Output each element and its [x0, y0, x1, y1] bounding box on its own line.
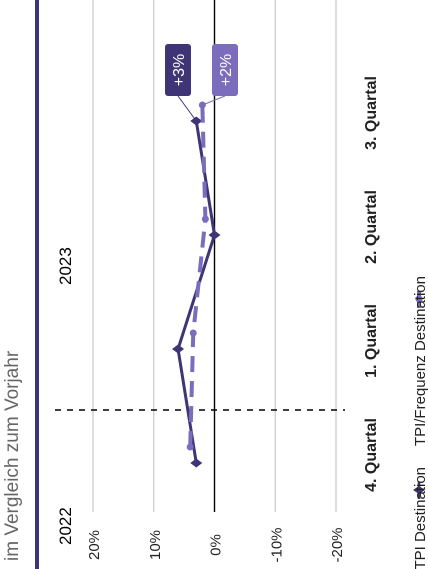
end-badge	[165, 44, 191, 96]
legend-marker	[413, 486, 425, 494]
y-tick-label: 20%	[86, 530, 103, 560]
data-point	[189, 329, 197, 337]
end-leader	[177, 95, 197, 122]
data-point	[208, 230, 221, 240]
data-point	[186, 443, 194, 451]
frame-bar	[35, 0, 39, 569]
end-label: +3%	[171, 54, 188, 86]
series-line	[188, 104, 208, 448]
data-point	[190, 458, 203, 468]
data-point	[201, 215, 209, 223]
legend-label: TPI/Frequenz Destination	[412, 276, 428, 446]
end-label: +2%	[218, 54, 235, 86]
category-label: 2. Quartal	[363, 190, 380, 264]
y-tick-label: 10%	[147, 530, 164, 560]
category-label: 1. Quartal	[363, 304, 380, 378]
category-label: 4. Quartal	[363, 418, 380, 492]
y-tick-label: 0%	[208, 534, 225, 556]
chart-subtitle: im Vergleich zum Vorjahr	[2, 350, 23, 561]
legend-marker	[415, 295, 423, 303]
category-label: 3. Quartal	[363, 76, 380, 150]
end-leader	[202, 95, 226, 106]
end-badge	[212, 44, 238, 96]
y-tick-label: -20%	[329, 527, 346, 562]
year-label: 2023	[56, 247, 75, 285]
y-tick-label: -10%	[268, 527, 285, 562]
data-point	[172, 344, 185, 354]
year-label: 2022	[56, 507, 75, 545]
legend-label: TPI Destination	[412, 467, 428, 569]
